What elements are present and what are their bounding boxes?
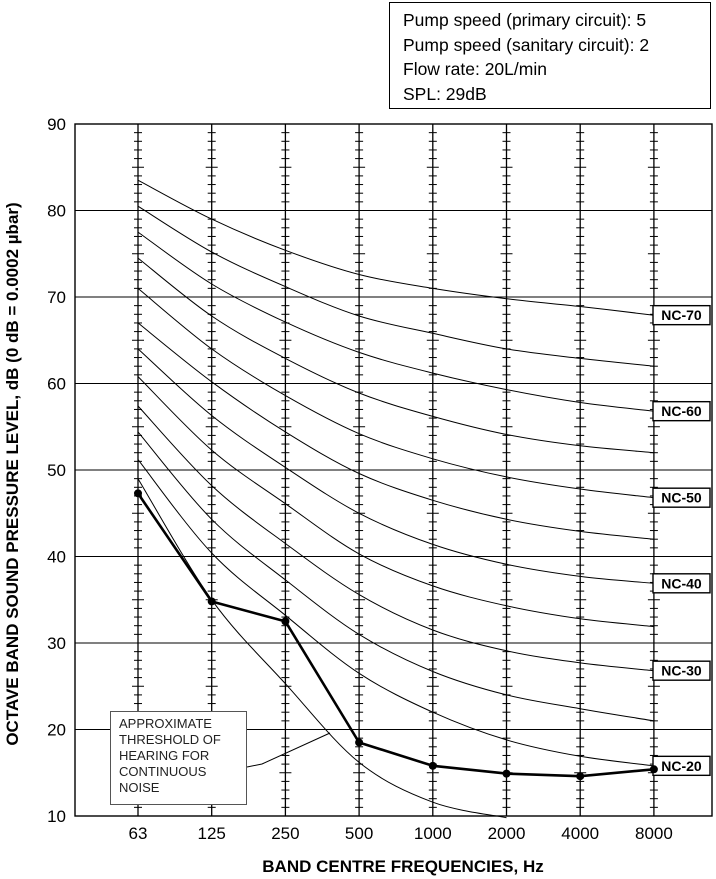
- y-tick-label: 70: [47, 288, 66, 307]
- info-pump-sanitary: Pump speed (sanitary circuit): 2: [403, 34, 650, 55]
- measured-point: [502, 769, 511, 778]
- x-axis-title-text: BAND CENTRE FREQUENCIES, Hz: [262, 857, 544, 876]
- measured-point: [649, 765, 658, 774]
- nc-label: NC-70: [661, 307, 702, 323]
- threshold-pointer: [246, 732, 331, 768]
- threshold-note-line: HEARING FOR: [119, 748, 210, 763]
- info-pump-primary: Pump speed (primary circuit): 5: [403, 10, 647, 30]
- x-tick-label: 125: [198, 824, 226, 843]
- y-axis-title-text: OCTAVE BAND SOUND PRESSURE LEVEL, dB (0 …: [3, 202, 22, 746]
- measured-line: [136, 492, 655, 778]
- measured-point: [134, 489, 142, 498]
- y-tick-label: 90: [47, 115, 66, 134]
- info-spl: SPL: 29dB: [403, 83, 487, 104]
- x-tick-label: 2000: [488, 824, 526, 843]
- nc-curve: [137, 431, 654, 722]
- nc-label-box: [652, 573, 711, 594]
- x-tick-label: 8000: [635, 824, 673, 843]
- y-tick-label: 40: [47, 548, 66, 567]
- nc-label: NC-20: [661, 758, 702, 774]
- nc-curve: [137, 288, 654, 499]
- nc-curve: [137, 376, 654, 628]
- threshold-note-line: NOISE: [119, 780, 160, 795]
- threshold-note: APPROXIMATE THRESHOLD OF HEARING FOR CON…: [110, 711, 247, 805]
- x-tick-label: 250: [271, 824, 299, 843]
- nc-curve: [137, 231, 654, 412]
- measured-point: [281, 617, 290, 626]
- measured-point: [207, 597, 216, 606]
- measured-point: [576, 772, 585, 781]
- y-tick-label: 30: [47, 634, 66, 653]
- nc-label-box: [652, 487, 711, 508]
- info-flow-rate: Flow rate: 20L/min: [403, 59, 547, 79]
- x-tick-label: 1000: [414, 824, 452, 843]
- threshold-note-line: THRESHOLD OF: [119, 732, 221, 747]
- nc-label: NC-40: [661, 575, 702, 591]
- y-tick-label: 10: [47, 807, 66, 826]
- nc-label-box: [652, 400, 711, 422]
- measured-point: [355, 738, 364, 747]
- nc-label-box: [652, 660, 711, 681]
- measured-point: [428, 761, 437, 770]
- nc-curve: [137, 348, 654, 584]
- info-box: Pump speed (primary circuit): 5 Pump spe…: [389, 2, 711, 109]
- y-tick-label: 80: [47, 202, 66, 221]
- nc-label: NC-50: [661, 490, 702, 506]
- nc-curve: [137, 322, 654, 540]
- nc-curves: NC-70 NC-60 NC-50 NC-40 NC-30 NC-20: [137, 179, 711, 777]
- x-tick-label: 500: [345, 824, 373, 843]
- x-tick-label: 63: [129, 824, 148, 843]
- nc-curve: [137, 405, 654, 672]
- nc-curve: [137, 179, 654, 316]
- measured-series: [134, 489, 658, 781]
- y-tick-label: 60: [47, 375, 66, 394]
- axis-labels: 10 20 30 40 50 60 70 80 90 63 125 250 500 1000 2000 400…: [47, 115, 673, 843]
- x-tick-label: 4000: [561, 824, 599, 843]
- grid: [74, 123, 713, 817]
- nc-curve: [137, 257, 654, 454]
- nc-label-box: [652, 304, 711, 326]
- nc-label: NC-60: [661, 403, 702, 419]
- threshold-note-line: APPROXIMATE: [119, 716, 212, 731]
- nc-curve: [137, 459, 654, 767]
- y-tick-label: 50: [47, 461, 66, 480]
- nc-label: NC-30: [661, 663, 702, 679]
- y-tick-label: 20: [47, 721, 66, 740]
- x-axis-title: BAND CENTRE FREQUENCIES, Hz: [0, 857, 716, 877]
- threshold-note-line: CONTINUOUS: [119, 764, 207, 779]
- nc-curve: [137, 205, 654, 367]
